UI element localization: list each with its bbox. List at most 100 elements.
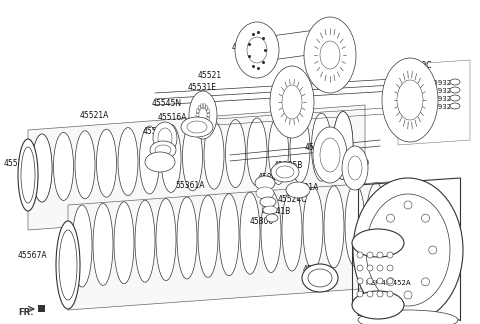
Ellipse shape xyxy=(187,121,207,133)
Text: 45541B: 45541B xyxy=(283,84,312,92)
Polygon shape xyxy=(68,180,415,310)
Ellipse shape xyxy=(158,128,172,148)
Ellipse shape xyxy=(72,205,92,287)
Ellipse shape xyxy=(421,214,430,222)
Ellipse shape xyxy=(276,166,294,178)
Ellipse shape xyxy=(357,291,363,297)
Ellipse shape xyxy=(429,246,437,254)
Ellipse shape xyxy=(271,162,299,182)
Ellipse shape xyxy=(377,252,383,258)
Ellipse shape xyxy=(450,95,460,101)
Ellipse shape xyxy=(32,134,52,202)
Ellipse shape xyxy=(21,147,35,203)
Ellipse shape xyxy=(366,194,450,306)
Ellipse shape xyxy=(256,187,274,199)
Ellipse shape xyxy=(353,178,463,322)
Ellipse shape xyxy=(114,202,134,284)
Text: 45510A: 45510A xyxy=(232,43,262,52)
Ellipse shape xyxy=(404,291,412,299)
Ellipse shape xyxy=(352,229,404,257)
Ellipse shape xyxy=(348,156,362,180)
Ellipse shape xyxy=(155,145,171,155)
Ellipse shape xyxy=(118,128,138,196)
Ellipse shape xyxy=(266,214,278,222)
Ellipse shape xyxy=(377,291,383,297)
Text: 45516A: 45516A xyxy=(158,112,188,122)
Ellipse shape xyxy=(450,79,460,85)
Ellipse shape xyxy=(260,197,276,207)
Text: 45523D: 45523D xyxy=(143,126,173,135)
Bar xyxy=(38,305,45,312)
Ellipse shape xyxy=(18,139,38,211)
Ellipse shape xyxy=(367,265,373,271)
Ellipse shape xyxy=(357,265,363,271)
Text: 45410C: 45410C xyxy=(403,61,432,70)
Ellipse shape xyxy=(255,176,275,190)
Text: 45561C: 45561C xyxy=(305,144,335,153)
Ellipse shape xyxy=(382,58,438,142)
Text: REF 43-452A: REF 43-452A xyxy=(366,280,410,286)
Ellipse shape xyxy=(247,37,267,63)
Text: 45524C: 45524C xyxy=(278,194,308,203)
Text: 45806: 45806 xyxy=(250,216,274,226)
Ellipse shape xyxy=(181,117,213,137)
Ellipse shape xyxy=(367,252,373,258)
Ellipse shape xyxy=(282,85,302,119)
Ellipse shape xyxy=(145,152,175,172)
Ellipse shape xyxy=(32,134,52,202)
Ellipse shape xyxy=(270,66,314,138)
Ellipse shape xyxy=(379,246,387,254)
Polygon shape xyxy=(28,105,365,230)
Text: 45521A: 45521A xyxy=(80,110,109,120)
Ellipse shape xyxy=(189,91,217,139)
Ellipse shape xyxy=(75,131,95,199)
Ellipse shape xyxy=(450,87,460,93)
Text: 45486: 45486 xyxy=(303,265,327,274)
Text: 45932C: 45932C xyxy=(430,80,457,86)
Ellipse shape xyxy=(53,133,73,201)
Ellipse shape xyxy=(304,17,356,93)
Ellipse shape xyxy=(313,127,347,183)
Ellipse shape xyxy=(421,278,430,286)
Ellipse shape xyxy=(161,124,181,192)
Ellipse shape xyxy=(282,189,302,271)
Text: 45531E: 45531E xyxy=(188,84,217,92)
Ellipse shape xyxy=(386,278,395,286)
Text: 45561D: 45561D xyxy=(340,158,370,168)
Ellipse shape xyxy=(345,184,365,266)
Ellipse shape xyxy=(204,121,224,189)
Ellipse shape xyxy=(358,310,458,324)
Ellipse shape xyxy=(387,291,393,297)
Text: 45932C: 45932C xyxy=(430,88,457,94)
Ellipse shape xyxy=(333,111,353,179)
Text: 55361A: 55361A xyxy=(175,180,204,190)
Text: 45545N: 45545N xyxy=(152,98,182,108)
Ellipse shape xyxy=(153,122,177,154)
Text: 45932C: 45932C xyxy=(430,104,457,110)
Ellipse shape xyxy=(342,146,368,190)
Ellipse shape xyxy=(140,126,159,194)
Text: 45481B: 45481B xyxy=(357,238,386,248)
Ellipse shape xyxy=(93,203,113,285)
Text: 45585B: 45585B xyxy=(274,160,303,169)
Ellipse shape xyxy=(286,182,310,198)
Ellipse shape xyxy=(450,103,460,109)
Ellipse shape xyxy=(404,201,412,209)
Ellipse shape xyxy=(156,199,176,281)
Ellipse shape xyxy=(367,291,373,297)
Ellipse shape xyxy=(366,183,386,265)
Ellipse shape xyxy=(261,191,281,272)
Text: 45461A: 45461A xyxy=(307,61,336,70)
Ellipse shape xyxy=(235,22,279,78)
Ellipse shape xyxy=(247,118,267,186)
Ellipse shape xyxy=(333,111,353,179)
Ellipse shape xyxy=(303,187,323,269)
Ellipse shape xyxy=(226,120,245,188)
Ellipse shape xyxy=(312,113,332,181)
Ellipse shape xyxy=(219,194,239,276)
Ellipse shape xyxy=(367,278,373,284)
Ellipse shape xyxy=(397,80,423,120)
Ellipse shape xyxy=(324,186,344,268)
Ellipse shape xyxy=(268,116,288,184)
Text: 45932C: 45932C xyxy=(430,96,457,102)
